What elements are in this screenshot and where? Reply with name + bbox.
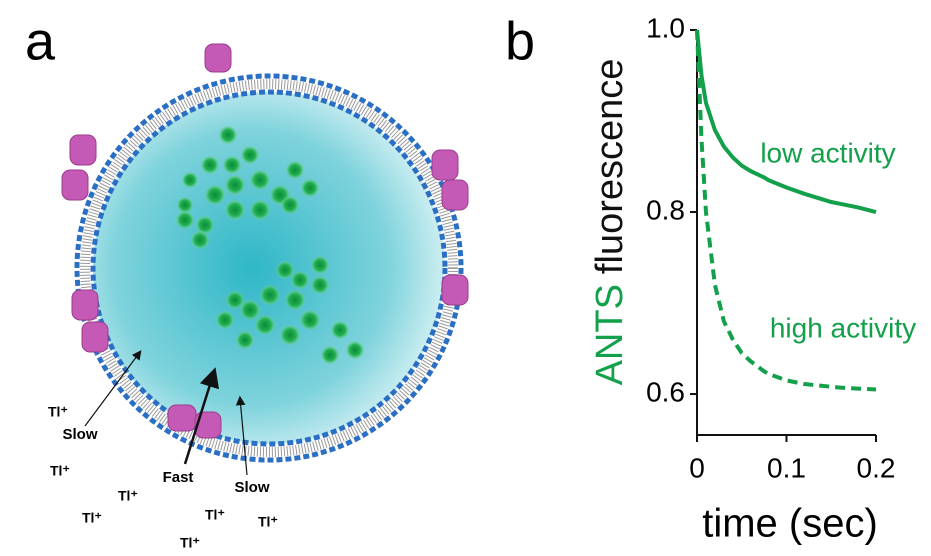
- ion-label: Tl⁺: [50, 463, 70, 479]
- x-tick-label: 0.2: [857, 452, 896, 483]
- y-axis-label: ANTS fluorescence: [589, 59, 631, 386]
- vesicle: [62, 44, 468, 475]
- x-axis-label: time (sec): [702, 502, 878, 546]
- panel-label: b: [505, 11, 535, 71]
- ion-label: Tl⁺: [82, 510, 102, 526]
- ion-label: Tl⁺: [48, 404, 68, 420]
- y-tick-label: 0.8: [646, 194, 685, 225]
- arrow-label: Slow: [234, 479, 269, 496]
- panel-label: a: [25, 11, 56, 71]
- y-tick-label: 1.0: [646, 12, 685, 43]
- ion-label: Tl⁺: [205, 507, 225, 523]
- series-label: high activity: [770, 312, 916, 343]
- series-label: low activity: [760, 137, 895, 168]
- ion-label: Tl⁺: [258, 514, 278, 530]
- x-tick-label: 0: [689, 452, 705, 483]
- arrow-label: Slow: [62, 426, 97, 443]
- ion-label: Tl⁺: [118, 488, 138, 504]
- ion-label: Tl⁺: [180, 535, 200, 551]
- y-label-part: fluorescence: [589, 59, 631, 274]
- x-tick-label: 0.1: [767, 452, 806, 483]
- series-line: [697, 30, 876, 212]
- arrow-label: Fast: [163, 469, 194, 486]
- figure: a b Tl⁺Tl: [0, 0, 931, 551]
- y-label-part: ANTS: [589, 284, 631, 385]
- y-tick-label: 0.6: [646, 376, 685, 407]
